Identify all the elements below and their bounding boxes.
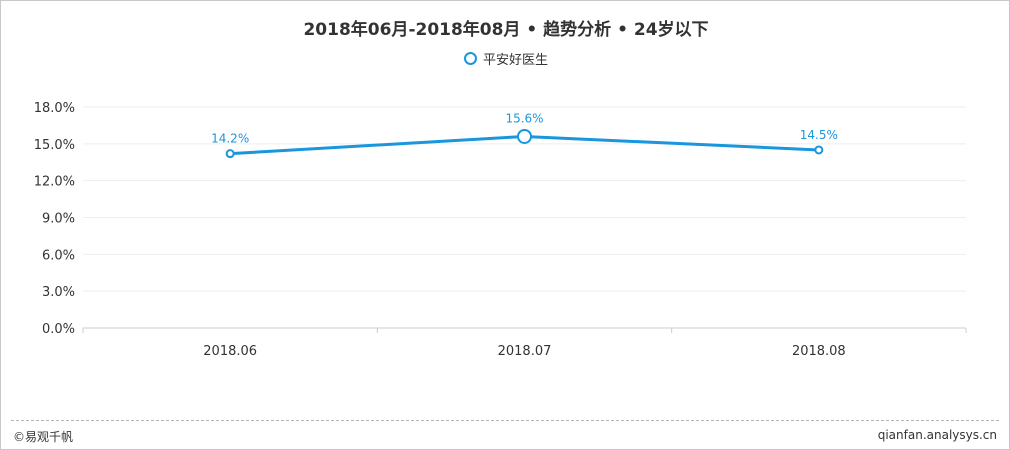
y-tick-labels: 0.0% 3.0% 6.0% 9.0% 12.0% 15.0% 18.0% xyxy=(34,101,75,337)
x-tick-label: 2018.08 xyxy=(792,344,846,359)
chart-title: 2018年06月-2018年08月 • 趋势分析 • 24岁以下 xyxy=(303,20,709,40)
legend-series-label: 平安好医生 xyxy=(482,53,548,68)
x-tick-label: 2018.06 xyxy=(203,344,257,359)
data-points xyxy=(225,128,824,159)
legend-circle-icon xyxy=(463,52,477,65)
line-chart: 0.0%3.0%6.0%9.0%12.0%15.0%18.0% 2018.06 2… xyxy=(34,101,967,359)
data-label: 14.2% xyxy=(211,132,249,146)
x-tick-label: 2018.07 xyxy=(498,344,552,359)
footer-divider xyxy=(11,420,999,421)
axes xyxy=(82,327,967,333)
chart-legend[interactable]: 平安好医生 xyxy=(1,49,1010,68)
y-tick-label: 3.0% xyxy=(42,285,75,300)
data-point[interactable] xyxy=(225,149,235,159)
y-tick-label: 12.0% xyxy=(34,175,75,190)
footer-site: qianfan.analysys.cn xyxy=(877,428,997,442)
y-tick-label: 15.0% xyxy=(34,138,75,153)
y-tick-label: 18.0% xyxy=(34,101,75,116)
data-label: 15.6% xyxy=(505,111,543,125)
data-label: 14.5% xyxy=(800,128,838,142)
x-tick-labels: 2018.06 2018.07 2018.08 xyxy=(203,344,845,359)
data-labels: 14.2% 15.6% 14.5% xyxy=(211,111,838,145)
y-tick-label: 0.0% xyxy=(42,322,75,337)
y-tick-label: 6.0% xyxy=(42,248,75,263)
grid-lines xyxy=(83,106,966,292)
footer-copyright: ©易观千帆 xyxy=(13,430,74,444)
y-tick-label: 9.0% xyxy=(42,212,75,227)
data-point[interactable] xyxy=(517,128,532,144)
data-point[interactable] xyxy=(814,145,824,155)
